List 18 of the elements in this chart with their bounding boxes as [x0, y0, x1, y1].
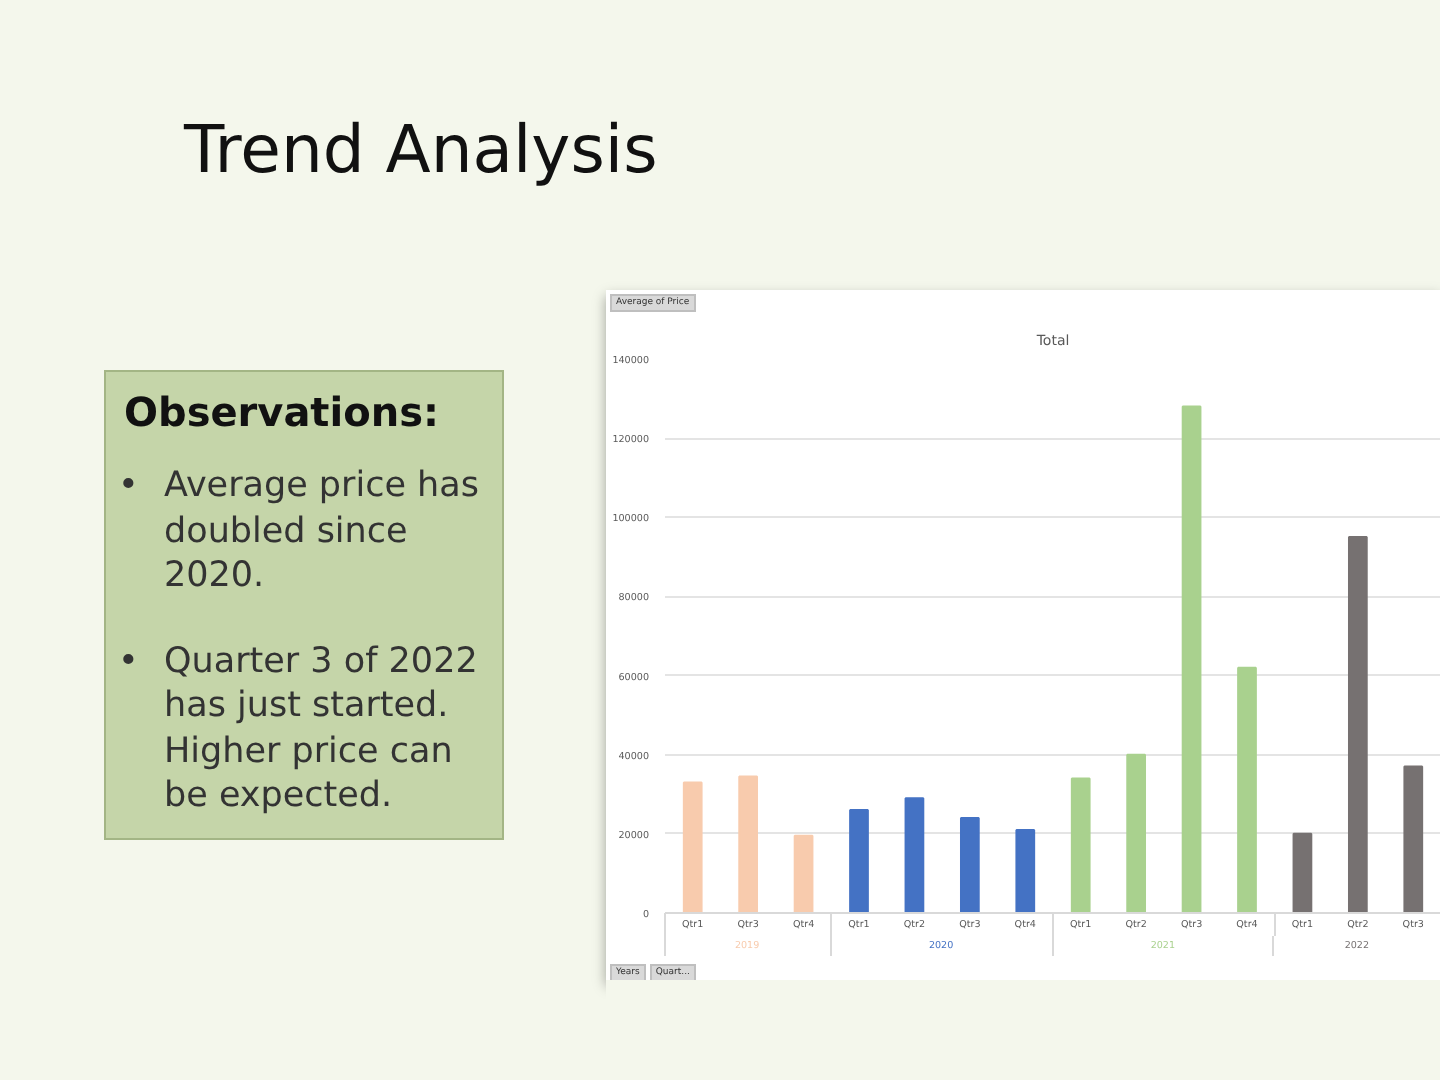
text: Observations: [122, 388, 441, 436]
text: • Quarter 3 of 2022 has just started. Higher price can be expected. [118, 639, 480, 819]
bar [1015, 828, 1036, 913]
bar [1070, 777, 1091, 913]
bar [1126, 753, 1147, 913]
bar [1292, 832, 1313, 913]
chart-title: Trend Analysis [181, 108, 658, 188]
text: • Average price has doubled since 2020. [118, 464, 481, 599]
bar [849, 809, 869, 913]
bar [793, 834, 814, 913]
bar [904, 797, 925, 913]
bar [1181, 405, 1202, 913]
bar [682, 781, 703, 913]
bar [1237, 666, 1257, 913]
bar [959, 817, 980, 913]
bar [738, 775, 759, 913]
bar [1403, 765, 1424, 913]
bar [1347, 536, 1368, 913]
